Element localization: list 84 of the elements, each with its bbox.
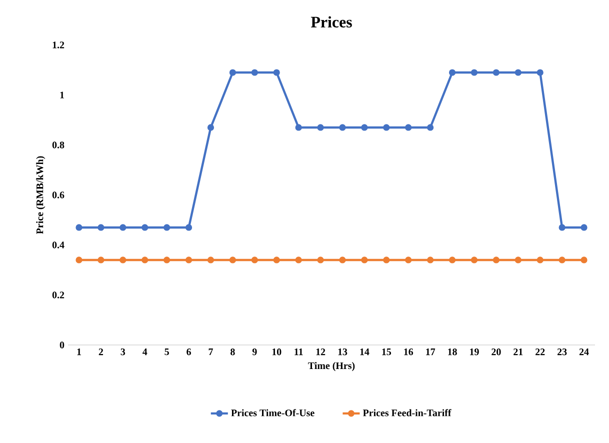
point bbox=[580, 256, 588, 264]
x-tick-label: 18 bbox=[448, 348, 457, 356]
y-tick-label: 1 bbox=[60, 92, 64, 98]
x-tick-label: 14 bbox=[360, 348, 370, 356]
point bbox=[273, 256, 280, 264]
y-tick-label: 0.4 bbox=[52, 242, 64, 248]
x-tick-label: 7 bbox=[208, 348, 213, 356]
legend-label: Prices Feed-in-Tariff bbox=[362, 409, 452, 416]
x-tick-label: 20 bbox=[492, 348, 501, 356]
point bbox=[492, 256, 500, 264]
point bbox=[317, 256, 324, 264]
point bbox=[383, 256, 390, 264]
x-axis-title: Time (Hrs) bbox=[308, 362, 355, 372]
point bbox=[427, 124, 434, 131]
point bbox=[558, 224, 566, 231]
x-tick-label: 9 bbox=[252, 348, 257, 356]
point bbox=[273, 69, 280, 76]
point bbox=[229, 69, 236, 76]
point bbox=[185, 224, 192, 231]
y-tick-label: 1.2 bbox=[52, 42, 64, 48]
x-tick-label: 16 bbox=[404, 348, 414, 356]
point bbox=[470, 256, 478, 264]
point bbox=[98, 256, 104, 264]
point bbox=[514, 256, 522, 264]
point bbox=[164, 256, 170, 264]
point bbox=[142, 256, 148, 264]
x-tick-label: 6 bbox=[186, 348, 191, 356]
chart-title: Prices bbox=[310, 16, 352, 28]
x-tick-label: 10 bbox=[272, 348, 282, 356]
point bbox=[536, 256, 544, 264]
point bbox=[76, 256, 82, 264]
point bbox=[361, 124, 368, 131]
point bbox=[185, 256, 192, 264]
point bbox=[207, 256, 214, 264]
point bbox=[317, 124, 324, 131]
point bbox=[251, 256, 258, 264]
point bbox=[295, 124, 302, 131]
y-tick-label: 0.8 bbox=[52, 142, 64, 148]
x-tick-label: 1 bbox=[77, 348, 81, 356]
x-tick-label: 11 bbox=[294, 348, 303, 356]
x-tick-label: 3 bbox=[120, 348, 126, 356]
x-tick-label: 2 bbox=[98, 348, 104, 356]
point bbox=[427, 256, 434, 264]
legend-label: Prices Time-Of-Use bbox=[231, 409, 314, 416]
point bbox=[120, 224, 126, 231]
x-tick-label: 8 bbox=[230, 348, 235, 356]
point bbox=[120, 256, 126, 264]
point bbox=[76, 224, 82, 231]
y-tick-label: 0.6 bbox=[52, 192, 64, 198]
point bbox=[295, 256, 302, 264]
point bbox=[251, 69, 258, 76]
point bbox=[142, 224, 148, 231]
point bbox=[492, 69, 500, 76]
point bbox=[405, 256, 412, 264]
point bbox=[383, 124, 390, 131]
point bbox=[536, 69, 544, 76]
y-tick-label: 0 bbox=[60, 342, 64, 348]
x-tick-label: 17 bbox=[426, 348, 436, 356]
point bbox=[514, 69, 522, 76]
point bbox=[580, 224, 588, 231]
point bbox=[448, 256, 456, 264]
x-tick-label: 13 bbox=[338, 348, 348, 356]
x-tick-label: 5 bbox=[164, 348, 169, 356]
point bbox=[98, 224, 104, 231]
x-tick-label: 12 bbox=[316, 348, 326, 356]
point bbox=[558, 256, 566, 264]
y-tick-label: 0.2 bbox=[52, 292, 64, 298]
point bbox=[339, 124, 346, 131]
x-tick-label: 4 bbox=[142, 348, 148, 356]
y-axis-title: Price (RMB/kWh) bbox=[36, 156, 46, 234]
point bbox=[339, 256, 346, 264]
point bbox=[207, 124, 214, 131]
point bbox=[229, 256, 236, 264]
x-tick-label: 24 bbox=[579, 348, 589, 356]
x-tick-label: 21 bbox=[514, 348, 523, 356]
point bbox=[361, 256, 368, 264]
x-tick-label: 23 bbox=[558, 348, 567, 356]
x-tick-label: 19 bbox=[470, 348, 479, 356]
x-tick-label: 22 bbox=[536, 348, 545, 356]
point bbox=[448, 69, 456, 76]
point bbox=[405, 124, 412, 131]
point bbox=[470, 69, 478, 76]
point bbox=[164, 224, 170, 231]
x-tick-label: 15 bbox=[382, 348, 392, 356]
